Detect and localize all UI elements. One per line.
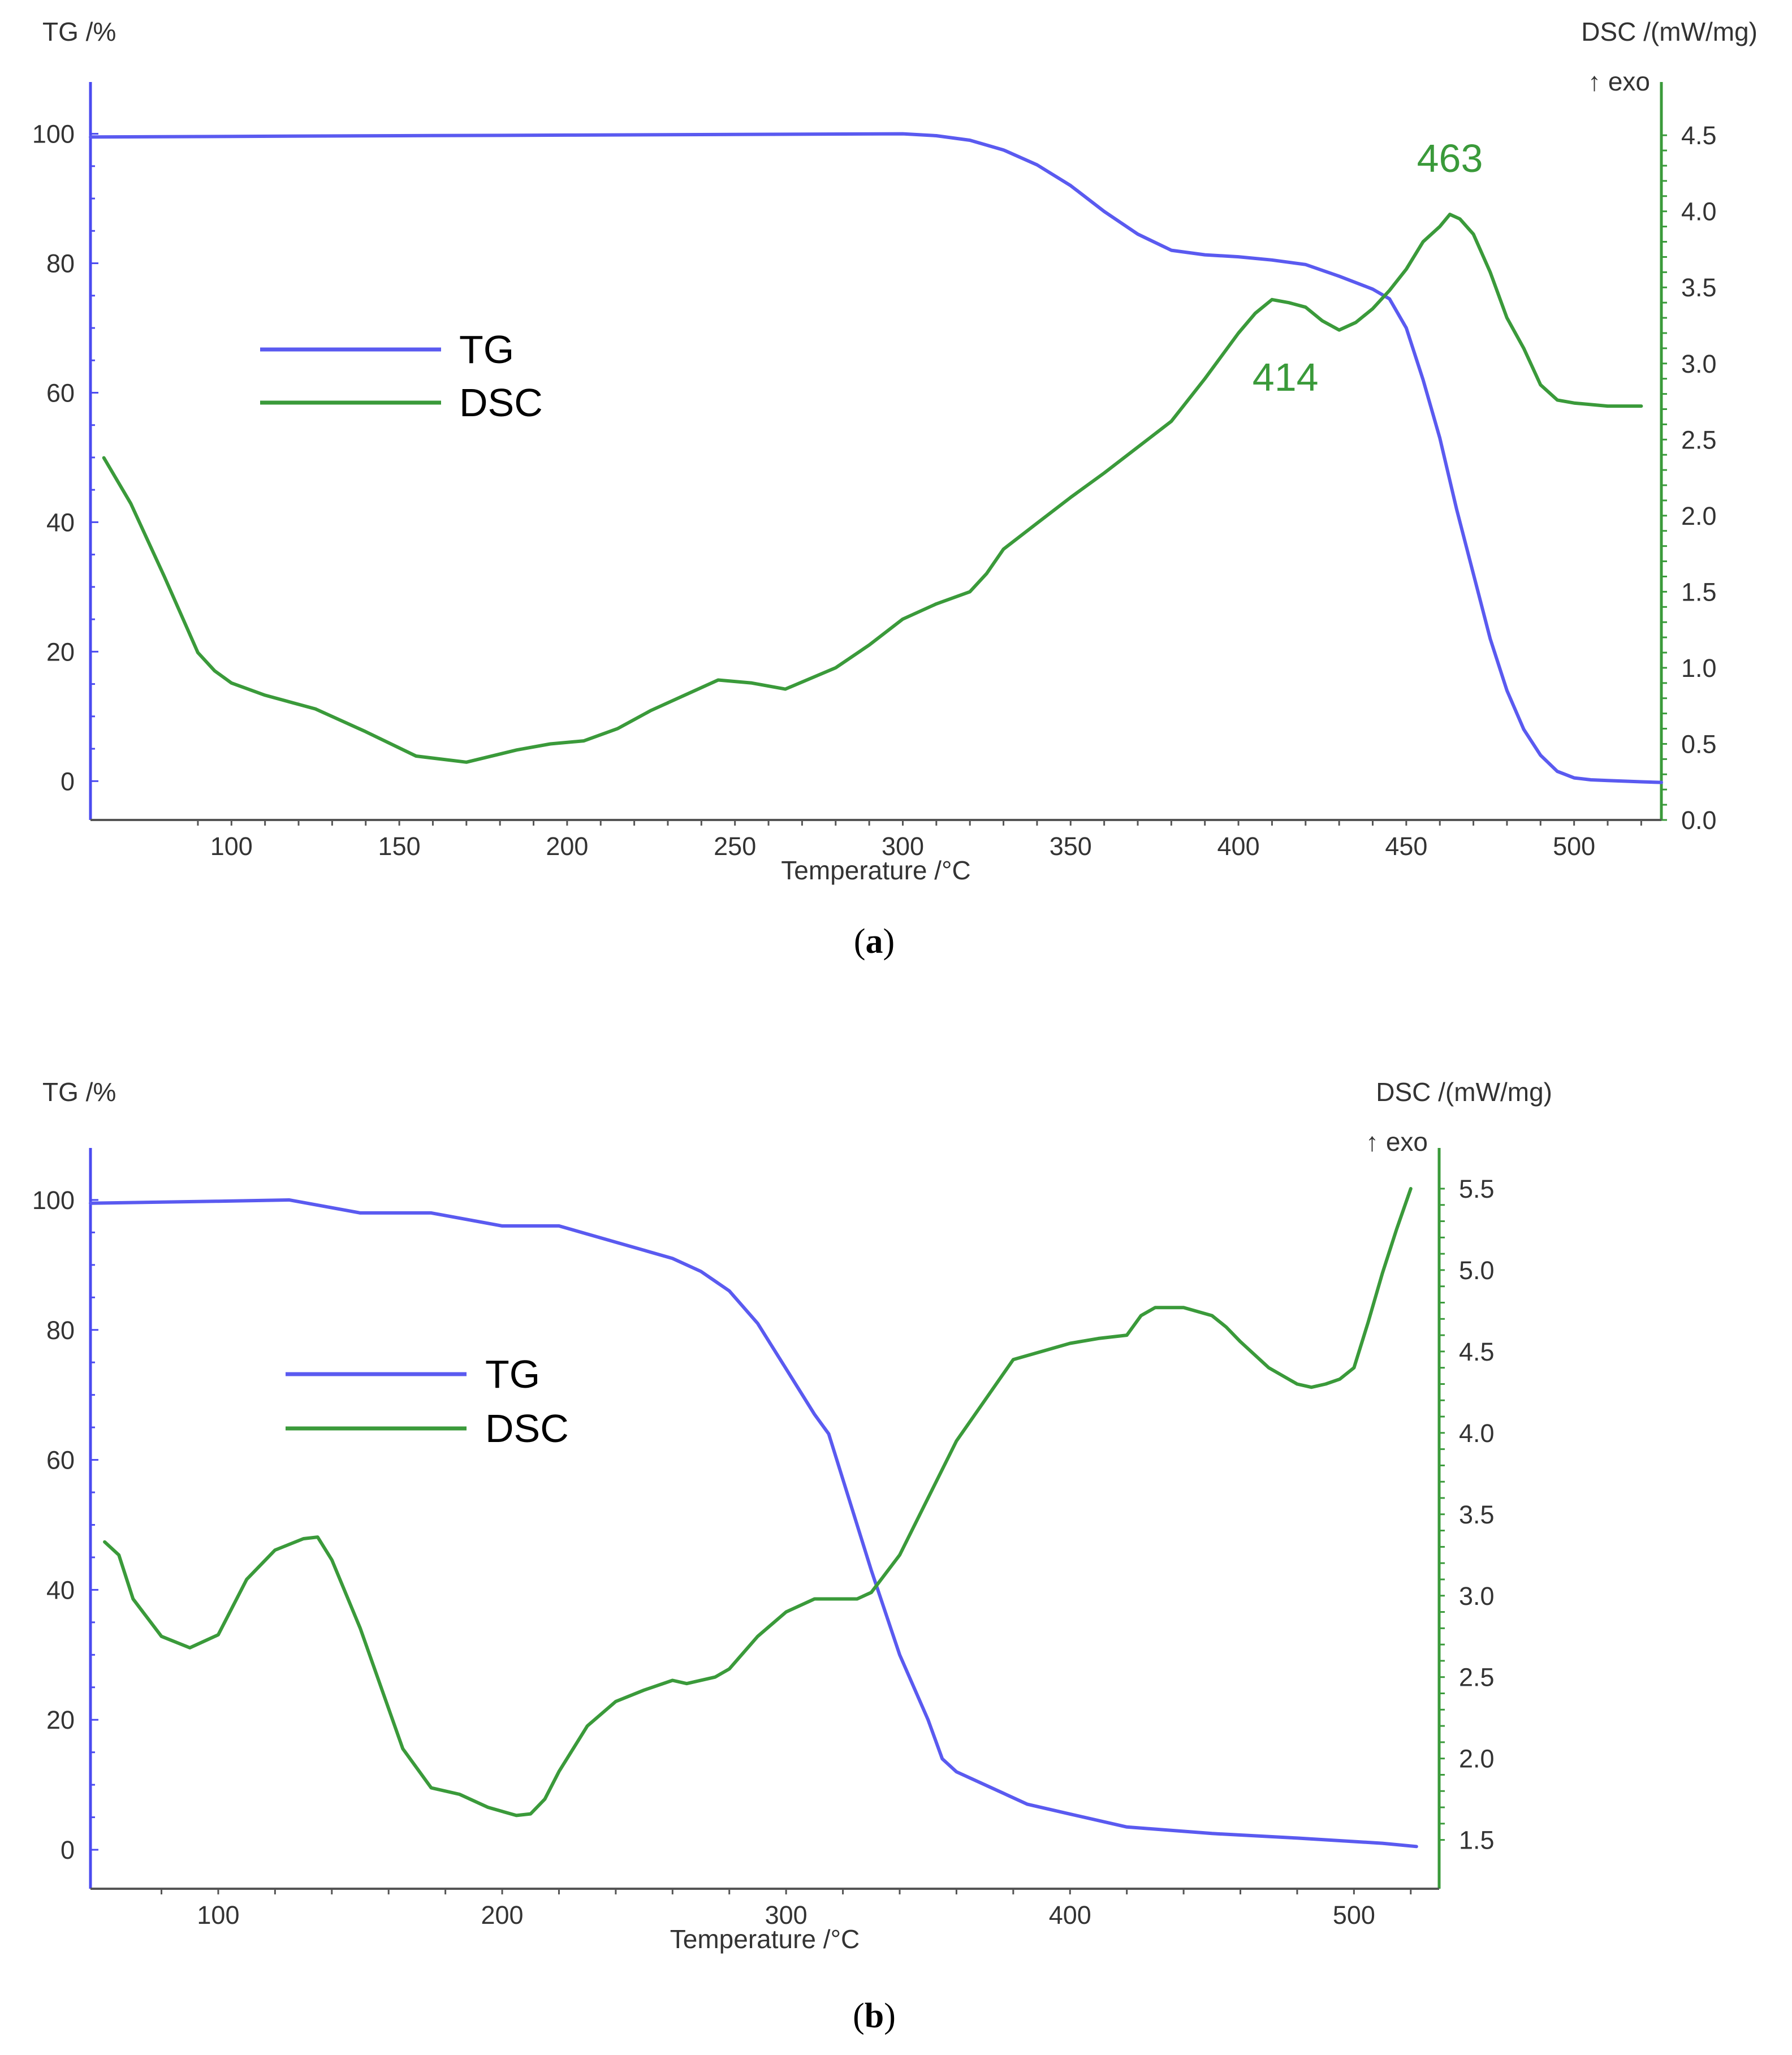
dsc-series-line	[103, 1187, 1413, 1817]
right-tick-label: 1.5	[1459, 1826, 1495, 1855]
right-axis-title: DSC /(mW/mg)	[1376, 1077, 1552, 1107]
caption-close: )	[883, 922, 895, 961]
x-tick-label: 250	[714, 832, 756, 861]
right-tick-label: 4.0	[1459, 1419, 1495, 1448]
x-tick-label: 500	[1333, 1901, 1375, 1929]
dsc-series-line	[102, 213, 1643, 764]
x-tick-label: 100	[197, 1901, 239, 1929]
x-tick-label: 300	[882, 832, 924, 861]
caption-open: (	[854, 922, 866, 961]
tg-series-line	[89, 1198, 1418, 1849]
x-tick-label: 100	[210, 832, 253, 861]
right-tick-label: 2.5	[1459, 1663, 1495, 1692]
legend-tg-label: TG	[485, 1352, 540, 1396]
right-tick-label: 1.5	[1681, 577, 1717, 606]
panel-caption: (a)	[854, 922, 895, 961]
legend-dsc-label: DSC	[485, 1406, 569, 1450]
panel-caption: (b)	[853, 1997, 896, 2035]
right-tick-label: 2.5	[1681, 425, 1717, 454]
right-tick-label: 3.5	[1459, 1500, 1495, 1529]
right-tick-label: 2.0	[1681, 502, 1717, 530]
left-tick-label: 40	[46, 508, 75, 537]
caption-open: (	[853, 1997, 865, 2035]
legend-dsc-label: DSC	[459, 381, 543, 425]
x-tick-label: 150	[378, 832, 421, 861]
caption-letter: b	[865, 1997, 884, 2035]
right-tick-label: 5.5	[1459, 1175, 1495, 1203]
right-tick-label: 2.0	[1459, 1745, 1495, 1773]
panel-b-chart: 100 200 300 400 500 0 20 40 60 80 100 1.5 2.0 2.5 3.0 3…	[32, 1077, 1552, 2035]
left-axis-title: TG /%	[42, 1077, 116, 1107]
x-axis-title: Temperature /°C	[781, 856, 970, 885]
caption-letter: a	[866, 922, 883, 961]
exo-direction-note: ↑ exo	[1366, 1127, 1428, 1156]
exo-direction-note: ↑ exo	[1588, 67, 1650, 96]
x-tick-label: 500	[1553, 832, 1595, 861]
caption-close: )	[884, 1997, 896, 2035]
x-tick-label: 400	[1217, 832, 1260, 861]
peak-annotation: 463	[1417, 136, 1483, 180]
left-tick-label: 0	[61, 767, 75, 796]
x-tick-label: 200	[481, 1901, 524, 1929]
x-tick-label: 300	[765, 1901, 808, 1929]
left-axis-title: TG /%	[42, 17, 116, 46]
right-tick-label: 3.0	[1681, 349, 1717, 378]
right-tick-label: 4.5	[1459, 1337, 1495, 1366]
x-tick-label: 400	[1049, 1901, 1091, 1929]
panel-a-chart: 100 150 200 250 300 350 400 450 500 0 20 40 60 80 100 0…	[32, 17, 1758, 961]
left-tick-label: 20	[46, 637, 75, 666]
x-axis-title: Temperature /°C	[670, 1924, 860, 1954]
right-tick-label: 0.0	[1681, 806, 1717, 835]
x-tick-label: 450	[1385, 832, 1427, 861]
left-tick-label: 80	[46, 1316, 75, 1345]
left-tick-label: 40	[46, 1575, 75, 1604]
left-tick-label: 20	[46, 1706, 75, 1734]
left-tick-label: 100	[32, 120, 75, 149]
right-tick-label: 1.0	[1681, 654, 1717, 683]
right-axis-title: DSC /(mW/mg)	[1581, 17, 1758, 46]
legend-tg-label: TG	[459, 327, 514, 372]
left-tick-label: 60	[46, 1446, 75, 1475]
right-tick-label: 4.5	[1681, 121, 1717, 150]
tg-series-line	[89, 132, 1663, 784]
left-tick-label: 100	[32, 1186, 75, 1215]
x-tick-label: 350	[1050, 832, 1092, 861]
right-tick-label: 5.0	[1459, 1256, 1495, 1285]
left-tick-label: 0	[61, 1836, 75, 1864]
left-tick-label: 60	[46, 378, 75, 407]
right-tick-label: 4.0	[1681, 197, 1717, 226]
left-tick-label: 80	[46, 249, 75, 278]
right-tick-label: 0.5	[1681, 729, 1717, 758]
peak-annotation: 414	[1253, 355, 1319, 399]
right-tick-label: 3.0	[1459, 1582, 1495, 1611]
right-tick-label: 3.5	[1681, 273, 1717, 302]
x-tick-label: 200	[546, 832, 588, 861]
